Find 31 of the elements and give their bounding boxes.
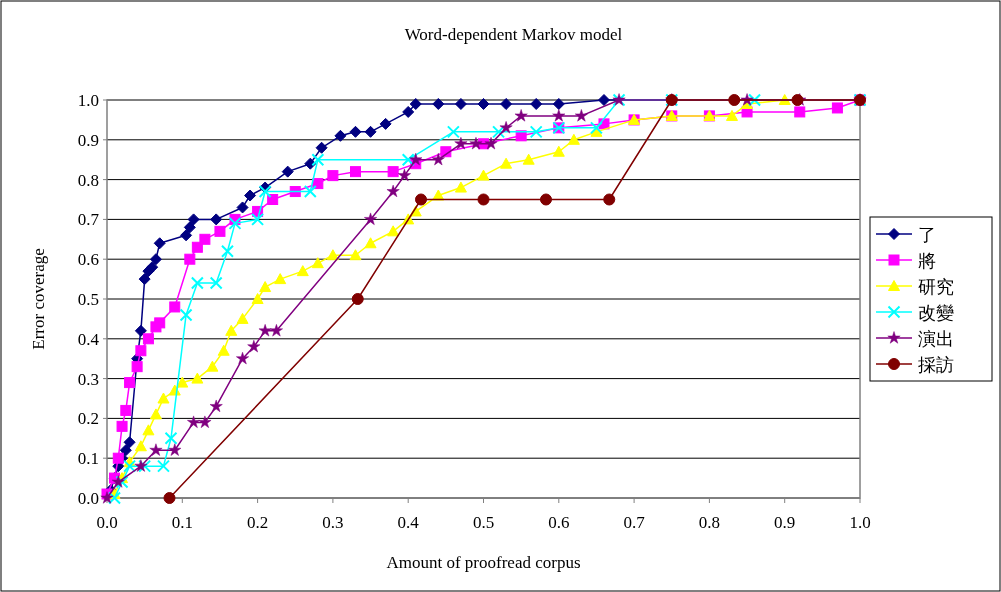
x-tick-label: 0.9	[774, 513, 796, 532]
y-axis-title: Error coverage	[29, 248, 48, 350]
y-tick-label: 0.7	[77, 210, 100, 230]
y-tick-label: 0.0	[77, 489, 99, 508]
legend-label: 了	[918, 224, 936, 245]
x-tick-label: 0.4	[397, 513, 420, 532]
legend-label: 演出	[918, 328, 954, 349]
y-tick-label: 0.2	[77, 409, 99, 429]
x-tick-label: 0.1	[171, 513, 193, 532]
y-tick-label: 0.3	[77, 369, 99, 389]
y-tick-label: 0.6	[77, 250, 99, 270]
y-tick-label: 0.8	[77, 170, 99, 190]
x-tick-label: 0.5	[472, 513, 495, 532]
x-tick-label: 0.3	[322, 513, 344, 532]
x-tick-label: 0.7	[623, 513, 646, 532]
chart-title: Word-dependent Markov model	[404, 25, 623, 44]
legend-label: 改變	[918, 302, 954, 323]
y-tick-label: 1.0	[77, 91, 99, 110]
legend-label: 採訪	[918, 354, 954, 375]
legend-label: 將	[918, 250, 936, 271]
x-tick-label: 1.0	[849, 513, 871, 532]
y-tick-label: 0.5	[77, 290, 99, 309]
x-tick-label: 0.2	[246, 513, 269, 532]
x-tick-label: 0.8	[698, 513, 721, 532]
legend-label: 研究	[918, 276, 954, 297]
x-tick-label: 0.6	[548, 513, 570, 532]
y-tick-label: 0.4	[77, 329, 100, 349]
x-tick-label: 0.0	[96, 513, 118, 532]
x-axis-title: Amount of proofread corpus	[386, 553, 581, 572]
y-tick-label: 0.1	[77, 449, 99, 469]
y-tick-label: 0.9	[77, 130, 99, 150]
